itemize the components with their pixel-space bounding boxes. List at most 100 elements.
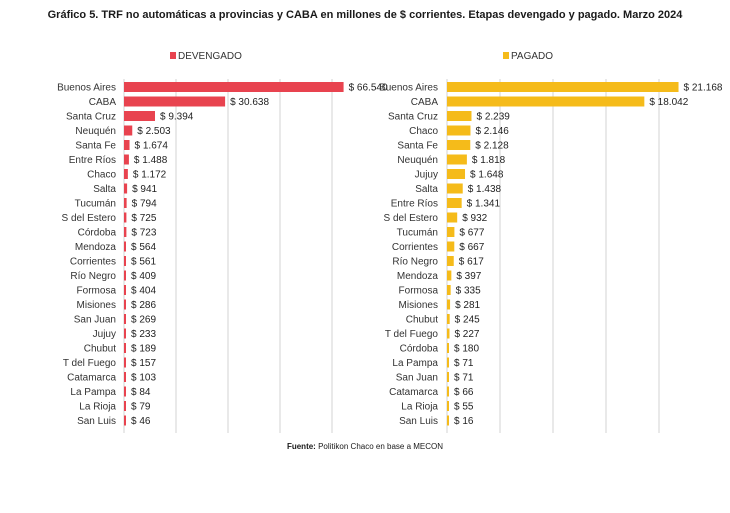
bar [447,285,451,295]
bar [447,299,451,310]
category-label: Corrientes [392,242,438,253]
data-label: $ 245 [455,315,480,326]
data-label: $ 71 [454,373,474,384]
category-label: Chubut [406,315,438,326]
data-label: $ 2.146 [475,126,509,137]
bar [124,343,126,353]
chart-title: Gráfico 5. TRF no automáticas a provinci… [47,9,683,21]
bar [124,169,128,179]
data-label: $ 233 [131,329,156,340]
bar [124,241,126,252]
bar [124,256,126,266]
category-label: San Luis [77,416,116,427]
data-label: $ 1.648 [470,170,504,181]
bar [124,386,126,397]
category-label: Neuquén [75,126,116,137]
data-label: $ 79 [131,402,151,413]
bar [447,169,466,179]
category-label: S del Estero [62,213,117,224]
data-label: $ 269 [131,315,156,326]
category-label: Tucumán [75,199,116,210]
bar [124,198,127,208]
source-note: Fuente: Politikon Chaco en base a MECON [0,442,730,451]
category-label: Santa Fe [75,141,116,152]
category-label: Río Negro [70,271,116,282]
data-label: $ 564 [131,242,156,253]
data-label: $ 46 [131,416,151,427]
bar [447,212,458,223]
data-label: $ 561 [131,257,156,268]
category-label: Jujuy [93,329,116,340]
category-label: Corrientes [70,257,116,268]
category-label: CABA [411,97,439,108]
data-label: $ 21.168 [684,83,723,94]
data-label: $ 227 [454,329,479,340]
data-label: $ 2.503 [137,126,171,137]
category-label: Salta [415,184,438,195]
bar [447,386,449,397]
bar [124,212,127,223]
category-label: T del Fuego [63,358,117,369]
bar [447,415,449,426]
data-label: $ 617 [459,257,484,268]
data-label: $ 794 [132,199,157,210]
source-label: Fuente: [286,442,316,451]
category-label: T del Fuego [385,329,439,340]
category-label: Tucumán [397,228,438,239]
legend-label: PAGADO [511,51,553,62]
category-label: Entre Ríos [69,155,116,166]
data-label: $ 941 [132,184,157,195]
category-label: Chaco [87,170,116,181]
category-label: Córdoba [400,344,439,355]
bar [447,372,449,382]
category-label: CABA [89,97,117,108]
bar [124,154,129,165]
data-label: $ 180 [454,344,479,355]
bar [124,183,128,194]
bar [447,401,449,411]
legend-swatch [503,52,509,59]
category-label: Mendoza [397,271,439,282]
bar [447,241,455,252]
data-label: $ 677 [459,228,484,239]
category-label: Río Negro [392,257,438,268]
bar [447,328,450,339]
bar [124,285,126,295]
data-label: $ 286 [131,300,156,311]
bar [124,270,126,281]
legend-swatch [170,52,176,59]
data-label: $ 667 [459,242,484,253]
data-label: $ 409 [131,271,156,282]
data-label: $ 281 [455,300,480,311]
category-label: Buenos Aires [379,83,438,94]
data-label: $ 1.438 [468,184,502,195]
data-label: $ 30.638 [230,97,269,108]
category-label: Formosa [399,286,439,297]
bar [124,299,126,310]
category-label: San Juan [74,315,116,326]
source-text: Politikon Chaco en base a MECON [318,442,444,451]
category-label: Formosa [77,286,117,297]
data-label: $ 397 [456,271,481,282]
data-label: $ 1.341 [467,199,501,210]
bar [447,270,452,281]
bar [124,314,126,324]
bar [447,82,679,92]
data-label: $ 1.172 [133,170,167,181]
bar [447,183,463,194]
data-label: $ 723 [131,228,156,239]
data-label: $ 2.239 [476,112,510,123]
data-label: $ 9.394 [160,112,194,123]
data-label: $ 18.042 [649,97,688,108]
data-label: $ 1.818 [472,155,506,166]
category-label: Santa Cruz [388,112,438,123]
bar [447,140,471,150]
category-label: Catamarca [389,387,438,398]
data-label: $ 66 [454,387,474,398]
category-label: San Juan [396,373,438,384]
category-label: Neuquén [397,155,438,166]
bar [447,111,472,121]
category-label: La Rioja [79,402,116,413]
data-label: $ 84 [131,387,151,398]
